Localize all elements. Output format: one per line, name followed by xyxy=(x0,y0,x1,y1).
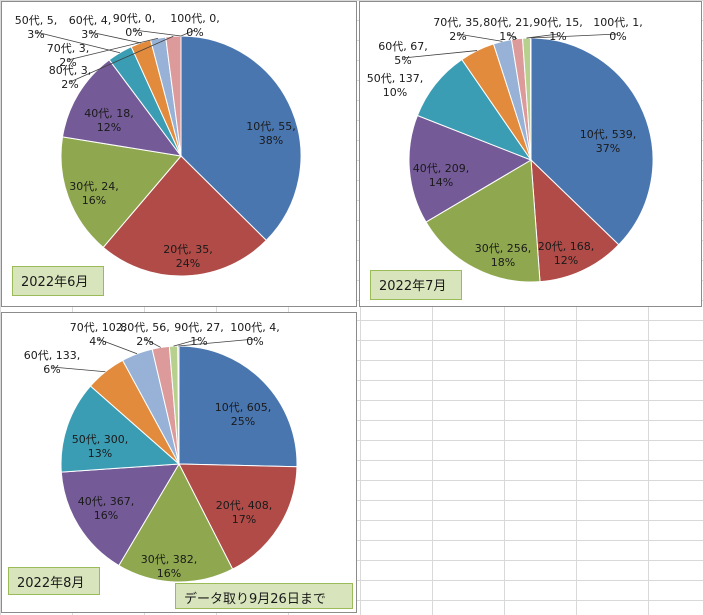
pie-slice-20代 xyxy=(530,158,620,283)
pie-slice-10代 xyxy=(180,35,302,242)
data-label-30代: 30代, 382, 16% xyxy=(141,553,197,580)
data-label-20代: 20代, 408, 17% xyxy=(216,499,272,526)
data-label-20代: 20代, 35, 24% xyxy=(163,243,212,270)
data-label-80代: 80代, 3, 2% xyxy=(49,64,92,91)
pie-chart-july: 10代, 539, 37% 20代, 168, 12% 30代, 256, 18% 40代,… xyxy=(367,16,654,283)
data-label-40代: 40代, 209, 14% xyxy=(413,162,469,189)
chart-panel-june[interactable]: 10代, 55, 38% 20代, 35, 24% 30代, 24, 16% 40代, 18… xyxy=(1,1,357,307)
pie-slice-30代 xyxy=(60,136,182,249)
chart-panel-august[interactable]: 10代, 605, 25% 20代, 408, 17% 30代, 382, 16% 40代,… xyxy=(1,312,357,613)
data-label-50代: 50代, 5, 3% xyxy=(15,14,58,41)
pie-slice-20代 xyxy=(178,463,298,570)
leader-line xyxy=(67,37,159,61)
pie-slice-30代 xyxy=(425,159,541,283)
data-label-30代: 30代, 24, 16% xyxy=(69,180,118,207)
leader-line xyxy=(526,33,559,39)
leader-line xyxy=(97,338,138,355)
month-label-july: 2022年7月 xyxy=(370,270,462,300)
data-label-80代: 80代, 56, 2% xyxy=(120,321,169,348)
pie-slice-30代 xyxy=(118,462,234,583)
leader-line xyxy=(51,366,106,373)
data-label-10代: 10代, 539, 37% xyxy=(580,128,636,155)
data-label-10代: 10代, 605, 25% xyxy=(215,401,271,428)
pie-slice-40代 xyxy=(408,114,533,223)
pie-chart-august: 10代, 605, 25% 20代, 408, 17% 30代, 382, 16% 40代,… xyxy=(24,321,298,583)
leader-line xyxy=(144,338,161,348)
leader-line xyxy=(35,31,120,54)
data-label-70代: 70代, 102, 4% xyxy=(70,321,126,348)
data-label-70代: 70代, 35, 2% xyxy=(433,16,482,43)
data-label-40代: 40代, 367, 16% xyxy=(78,495,134,522)
leader-line xyxy=(530,33,619,39)
leader-line xyxy=(69,35,174,83)
chart-panel-july[interactable]: 10代, 539, 37% 20代, 168, 12% 30代, 256, 18% 40代,… xyxy=(359,1,702,307)
leader-line xyxy=(178,338,256,347)
pie-slice-40代 xyxy=(60,463,180,567)
pie-slice-10代 xyxy=(178,345,298,468)
data-label-40代: 40代, 18, 12% xyxy=(84,107,133,134)
data-label-100代: 100代, 4, 0% xyxy=(230,321,279,348)
data-label-50代: 50代, 137, 10% xyxy=(367,72,423,99)
leader-line xyxy=(173,338,200,347)
leader-line xyxy=(457,33,503,42)
leader-line xyxy=(402,50,478,59)
data-label-80代: 80代, 21, 1% xyxy=(483,16,532,43)
data-label-10代: 10代, 55, 38% xyxy=(246,120,295,147)
pie-chart-june: 10代, 55, 38% 20代, 35, 24% 30代, 24, 16% 40代, 18… xyxy=(15,12,302,277)
pie-slice-10代 xyxy=(530,37,654,246)
pie-slice-100代 xyxy=(529,37,532,161)
data-label-100代: 100代, 1, 0% xyxy=(593,16,642,43)
data-label-90代: 90代, 0, 0% xyxy=(113,12,156,39)
data-label-60代: 60代, 133, 6% xyxy=(24,349,80,376)
pie-slice-20代 xyxy=(102,155,268,277)
leader-line xyxy=(133,29,182,37)
data-label-100代: 100代, 0, 0% xyxy=(170,12,219,39)
data-label-20代: 20代, 168, 12% xyxy=(538,240,594,267)
leader-line xyxy=(89,31,141,44)
leader-line xyxy=(180,29,196,37)
leader-line xyxy=(507,33,518,40)
pie-slice-50代 xyxy=(60,385,181,473)
data-cutoff-note: データ取り9月26日まで xyxy=(175,583,353,609)
month-label-august: 2022年8月 xyxy=(8,567,100,595)
pie-slice-40代 xyxy=(61,59,183,157)
data-label-30代: 30代, 256, 18% xyxy=(475,242,531,269)
data-label-60代: 60代, 67, 5% xyxy=(378,40,427,67)
data-label-70代: 70代, 3, 2% xyxy=(47,42,90,69)
data-label-60代: 60代, 4, 3% xyxy=(69,14,112,41)
data-label-50代: 50代, 300, 13% xyxy=(72,433,128,460)
month-label-june: 2022年6月 xyxy=(12,266,104,296)
